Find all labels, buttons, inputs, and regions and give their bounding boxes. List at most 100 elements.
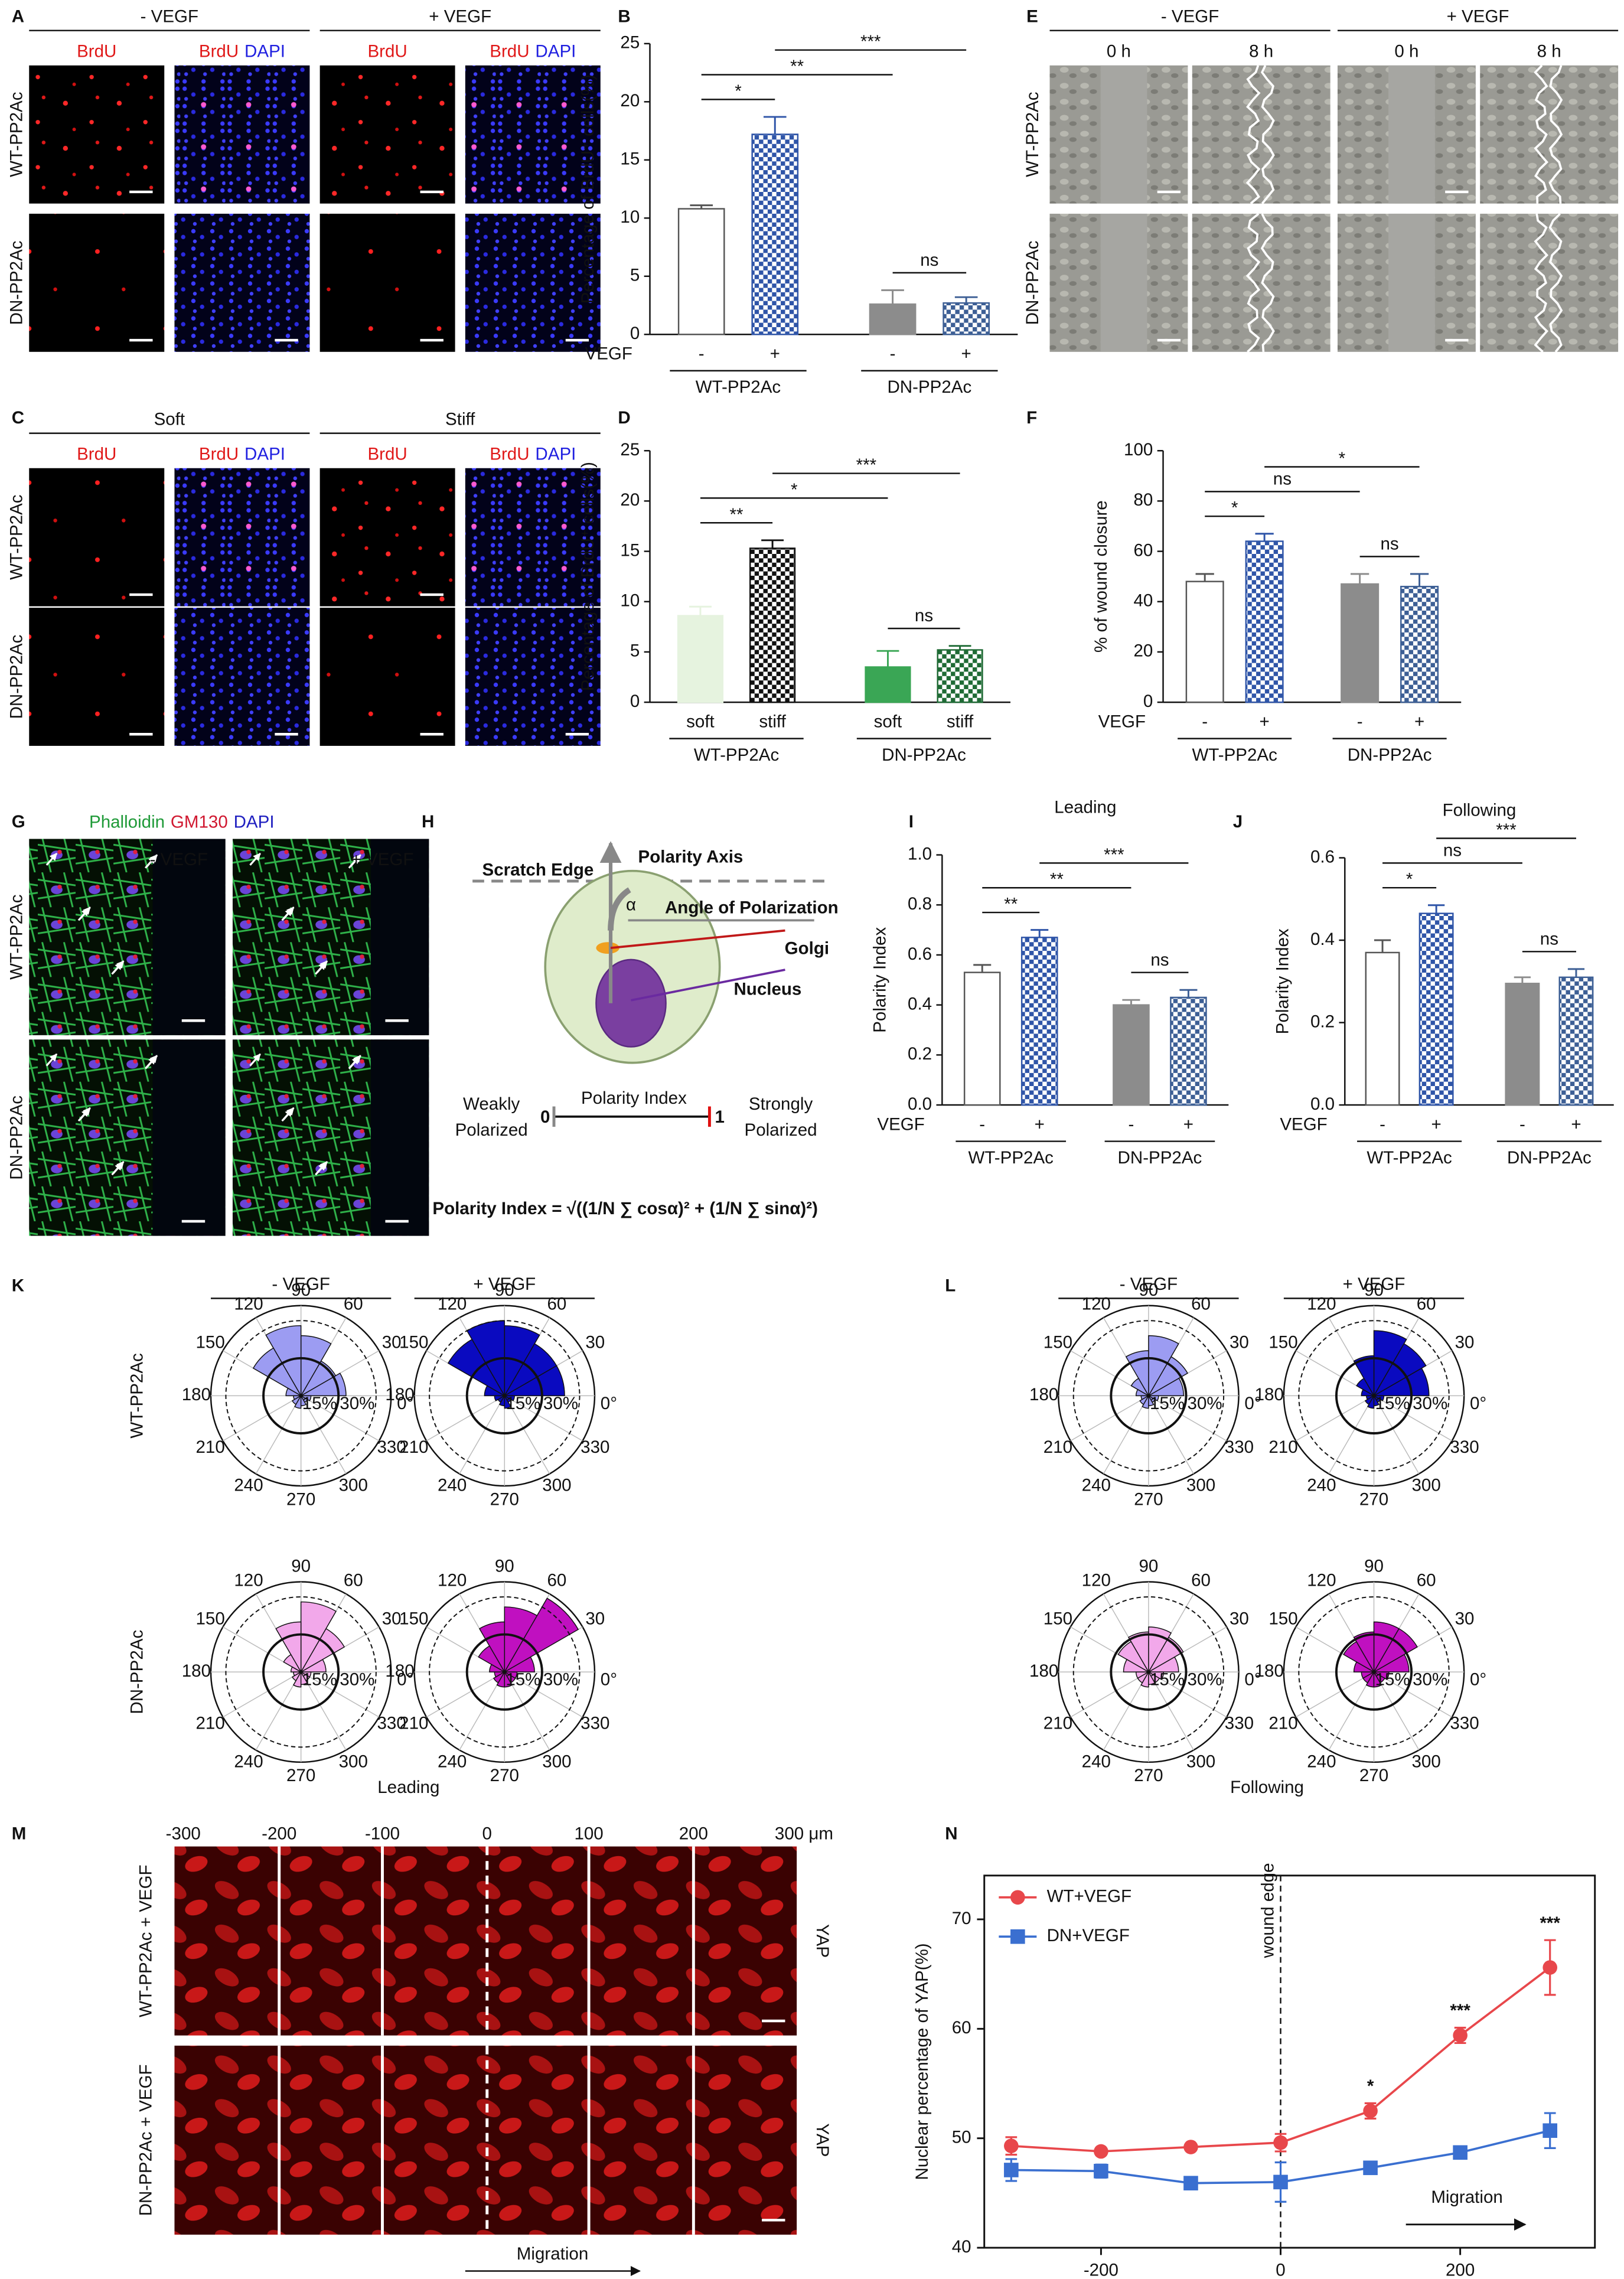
y-tick-label: 25 bbox=[620, 440, 640, 459]
plot-frame bbox=[983, 1874, 1596, 2249]
stain-label: BrdU DAPI bbox=[199, 444, 285, 464]
y-axis-label: Polarity Index bbox=[870, 927, 890, 1033]
polarity-arrow bbox=[249, 853, 261, 866]
x-tick-label: - bbox=[1380, 1114, 1385, 1134]
y-tick-label: 0.6 bbox=[908, 944, 932, 964]
angle-tick-label: 60 bbox=[344, 1570, 363, 1590]
angle-tick-label: 90 bbox=[1364, 1280, 1384, 1300]
panel-letter: A bbox=[12, 6, 24, 26]
y-tick-label: 40 bbox=[952, 2237, 971, 2257]
micrograph bbox=[319, 608, 455, 746]
significance-label: ** bbox=[1050, 870, 1064, 889]
rose-sector bbox=[1372, 1395, 1385, 1401]
stain-label: BrdU bbox=[367, 41, 407, 61]
polarity-arrow bbox=[348, 1056, 360, 1070]
micrograph bbox=[1192, 65, 1330, 204]
significance-label: ns bbox=[1381, 534, 1399, 553]
x-tick-label: + bbox=[1571, 1114, 1581, 1134]
angle-spoke bbox=[459, 1396, 505, 1474]
stain: BrdU bbox=[199, 444, 239, 464]
radial-tick-label: 30% bbox=[1188, 1394, 1222, 1413]
angle-spoke bbox=[1103, 1396, 1149, 1474]
angle-tick-label: 30 bbox=[1455, 1333, 1475, 1352]
rose-sector bbox=[292, 1670, 302, 1688]
bar bbox=[943, 302, 990, 335]
significance-label: ns bbox=[920, 250, 938, 270]
label: Polarity Index bbox=[581, 1088, 687, 1108]
radial-tick-label: 30% bbox=[1188, 1670, 1222, 1690]
angle-tick-label: 240 bbox=[1082, 1752, 1111, 1771]
stain: DAPI bbox=[244, 444, 285, 464]
row-label: DN-PP2Ac + VEGF bbox=[136, 2064, 155, 2216]
angle-tick-label: 120 bbox=[234, 1295, 263, 1314]
group-label: WT-PP2Ac bbox=[968, 1148, 1054, 1168]
bar bbox=[1185, 581, 1224, 703]
angle-tick-label: 210 bbox=[399, 1437, 428, 1457]
panel-letter: L bbox=[945, 1276, 956, 1296]
y-tick-label: 20 bbox=[620, 490, 640, 510]
bar bbox=[1505, 983, 1540, 1106]
stain-label: BrdU bbox=[367, 444, 407, 464]
cell-golgi bbox=[596, 942, 619, 954]
stain: BrdU bbox=[490, 444, 529, 464]
angle-tick-label: 0° bbox=[1470, 1670, 1486, 1690]
label: Angle of Polarization bbox=[665, 898, 839, 917]
row-label: WT-PP2Ac bbox=[128, 1353, 147, 1438]
radial-grid bbox=[262, 1633, 340, 1711]
stain: DAPI bbox=[244, 41, 285, 61]
y-tick-label: 20 bbox=[1133, 641, 1153, 661]
bar bbox=[937, 649, 983, 703]
wound-gap bbox=[1388, 213, 1435, 352]
label: Polarized bbox=[455, 1120, 528, 1140]
angle-tick-label: 300 bbox=[339, 1476, 368, 1495]
stain-label: YAP bbox=[813, 1924, 832, 1958]
y-tick-label: 0.4 bbox=[1310, 930, 1335, 949]
wound-edge bbox=[1548, 213, 1563, 353]
angle-tick-label: 210 bbox=[196, 1437, 225, 1457]
x-tick-label: - bbox=[1519, 1114, 1525, 1134]
stain-label: BrdU bbox=[77, 41, 116, 61]
significance-label: ** bbox=[790, 57, 804, 76]
angle-tick-label: 330 bbox=[1225, 1714, 1254, 1733]
angle-spoke bbox=[1148, 1671, 1194, 1750]
radial-tick-label: 15% bbox=[302, 1670, 337, 1690]
group-label: - VEGF bbox=[272, 1274, 330, 1294]
angle-tick-label: 270 bbox=[286, 1489, 315, 1509]
polarity-arrow bbox=[281, 1108, 294, 1122]
panel-letter: N bbox=[945, 1824, 957, 1844]
bar bbox=[1558, 976, 1594, 1106]
angle-tick-label: 210 bbox=[399, 1714, 428, 1733]
angle-tick-label: 120 bbox=[1307, 1570, 1336, 1590]
group-label: WT-PP2Ac bbox=[1367, 1148, 1452, 1168]
rose-sector bbox=[299, 1395, 312, 1401]
radial-grid bbox=[1298, 1320, 1450, 1472]
label: 1 bbox=[715, 1107, 724, 1127]
x-tick-label: + bbox=[961, 344, 971, 363]
angle-tick-label: 270 bbox=[1359, 1766, 1388, 1785]
marker bbox=[1363, 2104, 1378, 2118]
rose-sector bbox=[1367, 1394, 1375, 1409]
radial-tick-label: 15% bbox=[1150, 1670, 1185, 1690]
polarity-arrow bbox=[145, 855, 156, 869]
angle-tick-label: 150 bbox=[399, 1333, 428, 1352]
row-label: WT-PP2Ac bbox=[6, 92, 26, 177]
y-tick-label: 0 bbox=[630, 692, 640, 711]
angle-tick-label: 30 bbox=[382, 1609, 402, 1628]
marker bbox=[1273, 2135, 1288, 2150]
polarity-arrow bbox=[315, 1162, 327, 1176]
panel-letter: F bbox=[1026, 408, 1037, 428]
angle-tick-label: 180 bbox=[182, 1385, 211, 1404]
stain: BrdU bbox=[367, 41, 407, 61]
group-label: WT-PP2Ac bbox=[696, 377, 781, 397]
rose-sector bbox=[1147, 1395, 1159, 1401]
stain: DAPI bbox=[535, 41, 576, 61]
row-label: WT-PP2Ac + VEGF bbox=[136, 1864, 155, 2017]
y-tick-label: 0 bbox=[630, 324, 640, 343]
y-tick-label: 0.0 bbox=[908, 1094, 932, 1114]
significance-label: * bbox=[791, 480, 798, 500]
significance-label: ns bbox=[1150, 950, 1169, 970]
time-label: 8 h bbox=[1249, 41, 1273, 61]
label: Nucleus bbox=[733, 979, 801, 999]
marker bbox=[1004, 2138, 1019, 2153]
row-label: DN-PP2Ac bbox=[6, 1096, 26, 1180]
